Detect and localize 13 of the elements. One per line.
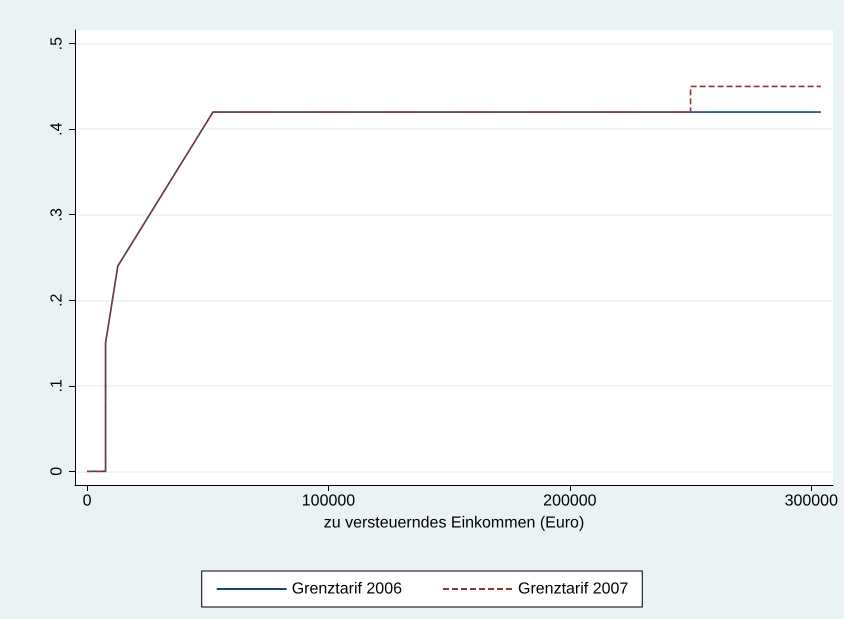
x-tick-label: 300000: [784, 492, 838, 510]
legend-label: Grenztarif 2006: [292, 580, 402, 598]
x-tick-label: 0: [82, 492, 92, 510]
y-tick-label: .3: [48, 208, 66, 222]
y-tick-label: .1: [48, 379, 66, 392]
y-tick-label: .2: [48, 293, 66, 307]
legend-label: Grenztarif 2007: [518, 580, 628, 598]
x-tick-label: 100000: [302, 492, 356, 510]
y-tick-label: .4: [48, 122, 66, 136]
y-tick-label: .5: [48, 36, 66, 50]
y-tick-label: 0: [48, 466, 66, 476]
x-axis-title: zu versteuerndes Einkommen (Euro): [324, 514, 584, 532]
x-tick-label: 200000: [543, 492, 597, 510]
